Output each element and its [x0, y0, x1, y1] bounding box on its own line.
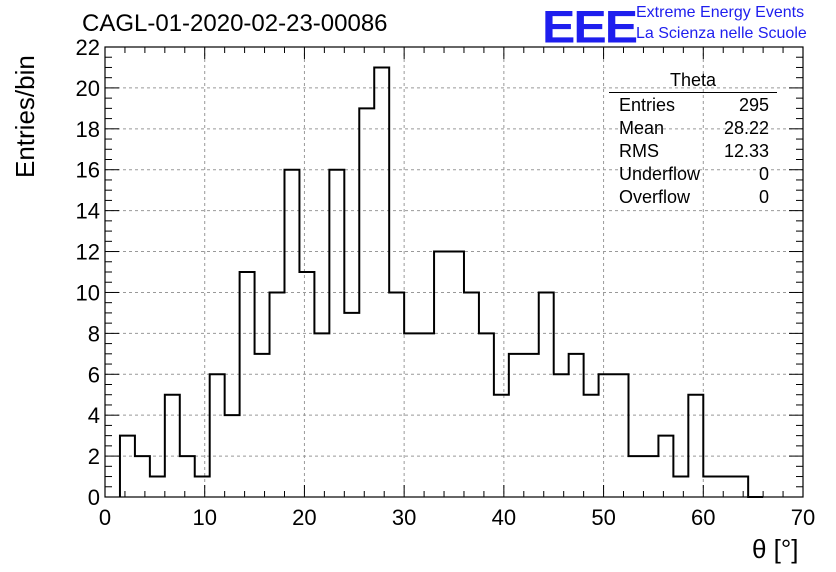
histogram-bin	[584, 395, 599, 497]
stats-label: Overflow	[619, 187, 691, 207]
x-tick-label: 50	[591, 505, 615, 530]
histogram-bin	[270, 292, 285, 497]
histogram-bin	[658, 436, 673, 497]
stats-value: 12.33	[723, 141, 769, 161]
x-tick-label: 0	[99, 505, 111, 530]
y-tick-label: 14	[76, 199, 100, 224]
histogram-bin	[614, 374, 629, 497]
stats-row: Overflow 0	[609, 187, 777, 210]
histogram-bin	[629, 456, 644, 497]
stats-label: Mean	[619, 118, 665, 138]
histogram-bin	[673, 477, 688, 497]
histogram-bin	[688, 395, 703, 497]
stats-row: Entries 295	[609, 95, 777, 118]
histogram-bin	[404, 333, 419, 497]
histogram-bin	[703, 477, 718, 497]
stats-value: 0	[758, 187, 769, 207]
histogram-bin	[524, 354, 539, 497]
histogram-bin	[464, 292, 479, 497]
y-tick-label: 8	[88, 321, 100, 346]
y-tick-label: 20	[76, 76, 100, 101]
stats-title: Theta	[609, 70, 777, 93]
plot-frame	[104, 46, 804, 498]
histogram-bin	[210, 374, 225, 497]
stats-label: Underflow	[619, 164, 701, 184]
logo-line-1: Extreme Energy Events	[636, 4, 805, 21]
x-tick-label: 40	[492, 505, 516, 530]
histogram-bin	[180, 456, 195, 497]
histogram-bin	[554, 374, 569, 497]
histogram-bin	[120, 436, 135, 497]
histogram-bin	[449, 252, 464, 497]
y-tick-label: 6	[88, 362, 100, 387]
y-tick-label: 0	[88, 485, 100, 510]
histogram-bin	[479, 333, 494, 497]
histogram-bin	[718, 477, 733, 497]
histogram-bin	[509, 354, 524, 497]
histogram-bin	[240, 272, 255, 497]
histogram-bin	[255, 354, 270, 497]
x-tick-label: 10	[192, 505, 216, 530]
y-tick-label: 12	[76, 240, 100, 265]
y-axis-title: Entries/bin	[10, 55, 40, 178]
histogram-bin	[359, 108, 374, 497]
y-tick-label: 22	[76, 35, 100, 60]
histogram-bin	[643, 456, 658, 497]
histogram-bin	[135, 456, 150, 497]
histogram-bin	[329, 170, 344, 497]
histogram-bin	[225, 415, 240, 497]
x-tick-label: 30	[392, 505, 416, 530]
stats-value: 295	[738, 95, 769, 115]
x-axis-title: θ [°]	[752, 534, 799, 564]
stats-value: 28.22	[723, 118, 769, 138]
stats-box: Theta Entries 295 Mean 28.22 RMS 12.33 U…	[609, 70, 777, 210]
eee-logo: EEE	[542, 1, 638, 53]
stats-label: Entries	[619, 95, 676, 115]
histogram-bin	[150, 477, 165, 497]
histogram-bin	[389, 292, 404, 497]
histogram-bin	[195, 477, 210, 497]
stats-row: Underflow 0	[609, 164, 777, 187]
y-tick-label: 16	[76, 158, 100, 183]
stats-row: RMS 12.33	[609, 141, 777, 164]
y-tick-label: 4	[88, 403, 100, 428]
histogram-bin	[434, 252, 449, 497]
histogram-bin	[344, 313, 359, 497]
stats-value: 0	[758, 164, 769, 184]
y-tick-label: 18	[76, 117, 100, 142]
x-tick-label: 20	[292, 505, 316, 530]
x-tick-label: 70	[791, 505, 815, 530]
histogram-line	[118, 66, 764, 498]
histogram-bin	[569, 354, 584, 497]
x-tick-label: 60	[691, 505, 715, 530]
histogram-bin	[314, 333, 329, 497]
histogram-bin	[299, 272, 314, 497]
histogram-bin	[494, 395, 509, 497]
y-tick-label: 2	[88, 444, 100, 469]
chart-title: CAGL-01-2020-02-23-00086	[82, 10, 388, 37]
histogram-bin	[539, 292, 554, 497]
histogram-bin	[165, 395, 180, 497]
stats-label: RMS	[619, 141, 659, 161]
stats-row: Mean 28.22	[609, 118, 777, 141]
histogram-bin	[419, 333, 434, 497]
histogram-bin	[733, 477, 748, 497]
histogram-bin	[599, 374, 614, 497]
y-tick-label: 10	[76, 280, 100, 305]
histogram-bin	[374, 67, 389, 497]
histogram-bin	[284, 170, 299, 497]
logo-line-2: La Scienza nelle Scuole	[636, 25, 807, 42]
